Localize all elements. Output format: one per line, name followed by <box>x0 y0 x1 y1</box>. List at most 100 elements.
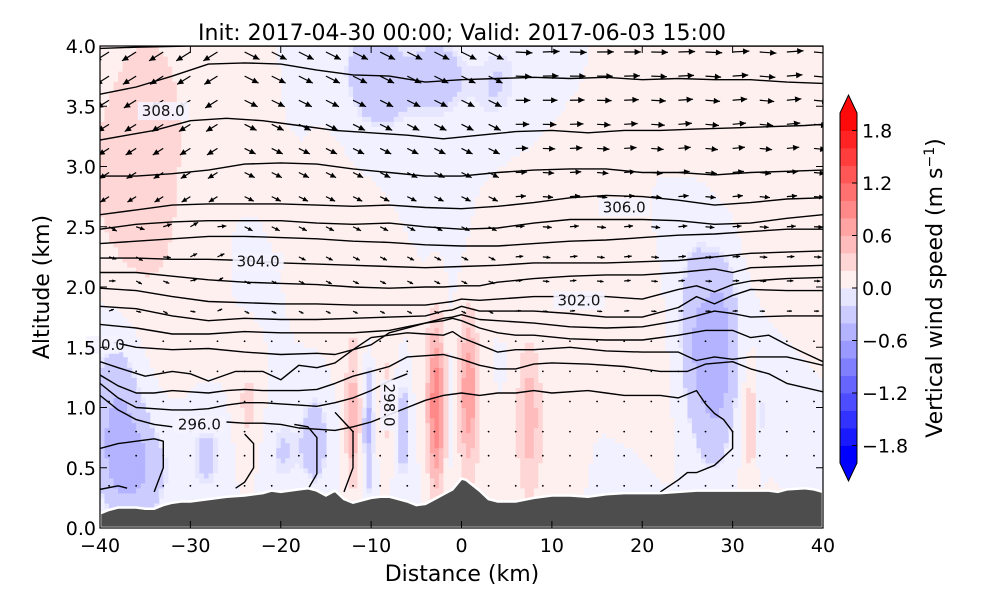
w-cell <box>411 287 417 293</box>
w-cell <box>280 171 286 178</box>
w-cell <box>217 66 223 72</box>
w-cell <box>149 482 155 489</box>
w-cell <box>262 121 268 127</box>
w-cell <box>420 312 426 318</box>
w-cell <box>203 191 210 198</box>
w-cell <box>212 447 219 454</box>
w-cell <box>425 462 431 469</box>
w-cell <box>172 297 178 303</box>
w-cell <box>362 261 368 268</box>
w-cell <box>389 51 395 57</box>
w-cell <box>154 166 160 173</box>
w-cell <box>389 342 395 348</box>
w-cell <box>118 367 124 373</box>
w-cell <box>109 367 115 373</box>
w-cell <box>149 91 155 97</box>
w-cell <box>393 337 399 343</box>
w-cell <box>203 196 210 203</box>
w-cell <box>136 236 142 243</box>
w-cell <box>163 141 169 148</box>
w-cell <box>384 61 390 67</box>
w-cell <box>348 292 354 298</box>
w-cell <box>371 442 377 449</box>
w-cell <box>307 186 313 193</box>
w-cell <box>154 457 160 464</box>
w-cell <box>325 241 332 248</box>
w-cell <box>240 196 246 203</box>
w-cell <box>176 76 182 82</box>
w-cell <box>321 266 327 273</box>
w-cell <box>298 156 304 163</box>
w-cell <box>140 477 146 484</box>
w-cell <box>244 332 250 338</box>
w-cell <box>131 96 137 102</box>
w-cell <box>348 61 354 67</box>
w-cell <box>145 176 151 183</box>
w-cell <box>271 226 277 233</box>
w-cell <box>100 422 106 429</box>
w-cell <box>384 111 390 117</box>
w-cell <box>330 342 336 348</box>
w-cell <box>208 231 214 238</box>
w-cell <box>127 392 133 399</box>
w-cell <box>145 297 151 303</box>
w-cell <box>330 327 336 333</box>
w-cell <box>240 191 246 198</box>
w-cell <box>249 367 255 373</box>
w-cell <box>122 407 128 414</box>
w-cell <box>407 347 413 353</box>
w-cell <box>280 161 286 168</box>
w-cell <box>118 407 124 414</box>
w-cell <box>163 231 169 238</box>
w-cell <box>289 447 295 454</box>
w-cell <box>167 322 173 328</box>
w-cell <box>158 81 164 87</box>
w-cell <box>267 66 273 72</box>
w-cell <box>208 106 214 112</box>
w-cell <box>267 56 273 62</box>
w-cell <box>104 387 110 394</box>
w-cell <box>375 317 381 323</box>
w-cell <box>407 46 413 52</box>
w-cell <box>416 297 422 303</box>
w-cell <box>172 312 178 318</box>
w-cell <box>145 121 151 127</box>
w-cell <box>118 502 124 509</box>
w-cell <box>172 246 178 253</box>
w-cell <box>190 337 196 343</box>
w-cell <box>420 342 426 348</box>
w-cell <box>416 76 422 82</box>
w-cell <box>149 432 155 439</box>
w-cell <box>235 367 241 373</box>
w-cell <box>176 372 182 378</box>
w-cell <box>298 297 304 303</box>
w-cell <box>402 241 408 248</box>
w-cell <box>172 131 178 137</box>
w-cell <box>271 66 277 72</box>
w-cell <box>131 462 137 469</box>
w-cell <box>104 206 110 213</box>
w-cell <box>167 297 173 303</box>
w-cell <box>212 191 219 198</box>
w-cell <box>122 432 128 439</box>
w-cell <box>109 121 115 127</box>
w-cell <box>258 121 264 127</box>
w-cell <box>285 292 291 298</box>
w-cell <box>330 151 336 158</box>
w-cell <box>289 437 295 444</box>
w-cell <box>402 251 408 258</box>
w-cell <box>190 121 196 127</box>
w-cell <box>307 251 313 258</box>
w-cell <box>190 131 196 137</box>
w-cell <box>380 297 386 303</box>
w-cell <box>203 106 210 112</box>
w-cell <box>240 171 246 178</box>
w-cell <box>258 141 264 148</box>
w-cell <box>104 402 110 409</box>
w-cell <box>113 91 119 97</box>
w-cell <box>429 477 435 484</box>
w-cell <box>325 357 332 363</box>
w-cell <box>131 457 137 464</box>
w-cell <box>258 342 264 348</box>
w-cell <box>339 236 345 243</box>
